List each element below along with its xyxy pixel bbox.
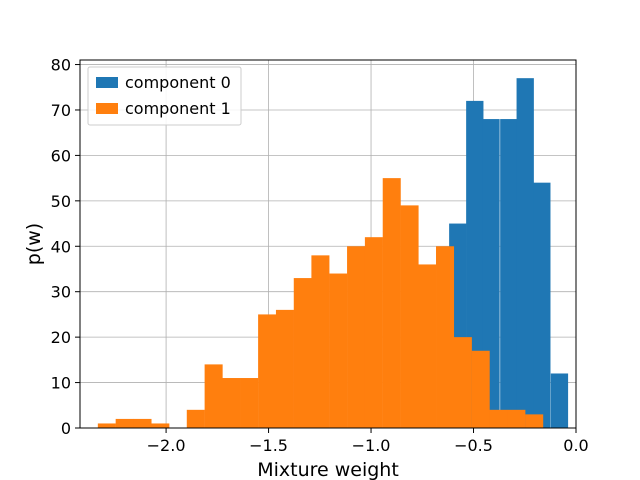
histogram-bar xyxy=(293,278,312,428)
x-axis-label: Mixture weight xyxy=(257,459,399,480)
legend-swatch xyxy=(96,103,118,114)
histogram-bar xyxy=(471,350,490,428)
y-tick-label: 30 xyxy=(51,283,71,302)
legend: component 0 component 1 xyxy=(87,66,242,126)
histogram-bar xyxy=(97,423,116,428)
x-tick-label: −2.0 xyxy=(147,436,186,455)
plot-frame xyxy=(79,59,577,429)
histogram-bar xyxy=(507,409,526,428)
histogram-bar xyxy=(115,418,134,428)
series-1 xyxy=(97,178,544,428)
histogram-bar xyxy=(186,409,205,428)
legend-box xyxy=(87,66,242,126)
y-tick-label: 20 xyxy=(51,328,71,347)
histogram-bar xyxy=(489,409,508,428)
histogram-bar xyxy=(364,237,383,428)
x-tick-label: 0.0 xyxy=(563,436,588,455)
histogram-bar xyxy=(240,378,259,428)
histogram-bar xyxy=(550,373,569,428)
bars xyxy=(97,78,569,428)
y-tick-label: 40 xyxy=(51,237,71,256)
y-tick-label: 10 xyxy=(51,374,71,393)
histogram-bar xyxy=(418,264,437,428)
y-tick-label: 50 xyxy=(51,192,71,211)
histogram-bar xyxy=(258,314,277,428)
axis-ticks: −2.0 −1.5 −1.0 −0.5 0.0 0 10 20 30 40 50 60 70 80 xyxy=(51,56,589,455)
legend-label: component 0 xyxy=(125,73,231,92)
histogram-bar xyxy=(525,414,544,428)
legend-label: component 1 xyxy=(125,99,231,118)
x-tick-label: −1.5 xyxy=(249,436,288,455)
x-tick-label: −0.5 xyxy=(454,436,493,455)
y-tick-label: 80 xyxy=(51,56,71,75)
histogram-bar xyxy=(453,337,472,428)
histogram-bar xyxy=(311,255,330,428)
y-axis-label: p(w) xyxy=(23,223,45,265)
histogram-bar xyxy=(347,246,366,428)
histogram-bar xyxy=(275,309,294,428)
histogram-bar xyxy=(436,246,455,428)
histogram-bar xyxy=(382,178,401,428)
legend-swatch xyxy=(96,77,118,88)
y-tick-label: 60 xyxy=(51,146,71,165)
histogram-bar xyxy=(500,119,518,428)
histogram-bar xyxy=(204,364,223,428)
histogram-bar xyxy=(400,205,419,428)
histogram-bar xyxy=(151,423,170,428)
histogram-bar xyxy=(516,78,534,428)
histogram-bar xyxy=(133,418,152,428)
y-tick-label: 0 xyxy=(61,419,71,438)
histogram-bar xyxy=(329,273,348,428)
y-tick-label: 70 xyxy=(51,101,71,120)
histogram-bar xyxy=(533,182,551,428)
x-tick-label: −1.0 xyxy=(352,436,391,455)
histogram-bar xyxy=(222,378,241,428)
